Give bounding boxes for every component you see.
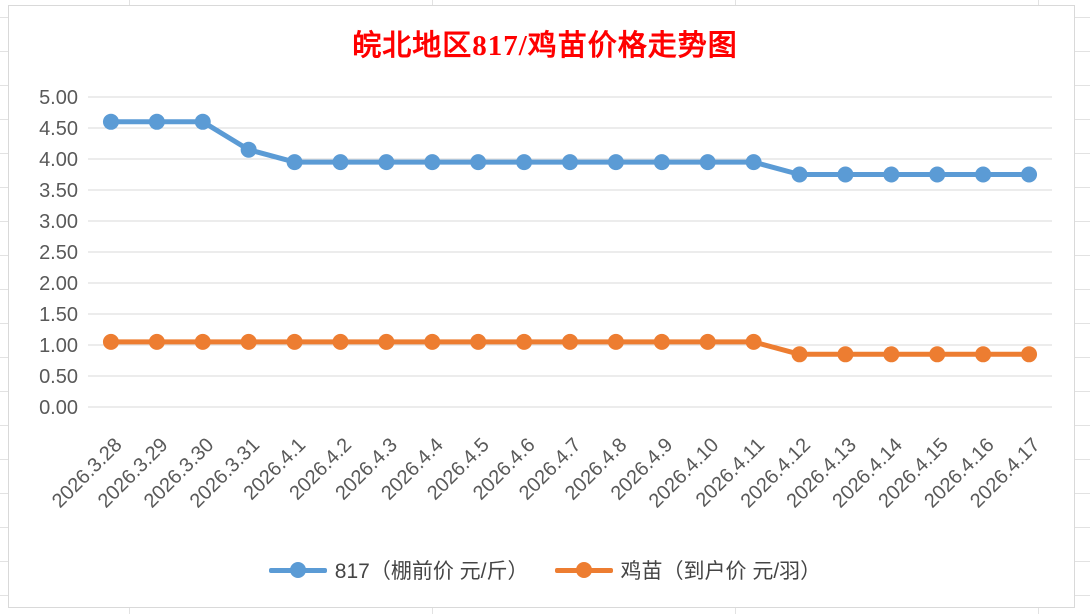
legend-marker-817-icon — [268, 561, 327, 579]
data-point[interactable] — [745, 333, 762, 350]
legend-marker-jimiao-icon — [554, 561, 613, 579]
data-point[interactable] — [378, 333, 395, 350]
data-point[interactable] — [745, 154, 762, 171]
legend-item-817[interactable]: 817（棚前价 元/斤） — [268, 555, 529, 585]
data-point[interactable] — [240, 333, 257, 350]
data-point[interactable] — [562, 154, 578, 171]
data-point[interactable] — [148, 113, 165, 130]
data-point[interactable] — [883, 166, 900, 183]
data-point[interactable] — [791, 346, 808, 363]
data-point[interactable] — [837, 166, 854, 183]
data-point[interactable] — [470, 154, 487, 171]
data-point[interactable] — [699, 154, 716, 171]
data-point[interactable] — [607, 154, 624, 171]
y-tick-label: 2.00 — [39, 273, 78, 295]
data-point[interactable] — [975, 166, 992, 183]
data-point[interactable] — [240, 141, 257, 158]
legend-label-jimiao: 鸡苗（到户价 元/羽） — [620, 560, 822, 583]
legend-label-817: 817（棚前价 元/斤） — [334, 560, 529, 583]
data-point[interactable] — [929, 166, 946, 183]
data-point[interactable] — [929, 346, 946, 363]
data-point[interactable] — [286, 154, 303, 171]
data-point[interactable] — [194, 333, 211, 350]
y-tick-label: 1.00 — [39, 335, 78, 357]
y-tick-label: 1.50 — [39, 304, 78, 326]
y-tick-label: 3.00 — [39, 211, 78, 233]
data-point[interactable] — [516, 333, 533, 350]
data-point[interactable] — [332, 154, 349, 171]
data-point[interactable] — [837, 346, 854, 363]
legend: 817（棚前价 元/斤） 鸡苗（到户价 元/羽） — [0, 553, 1090, 587]
data-point[interactable] — [286, 333, 303, 350]
data-point[interactable] — [1021, 166, 1038, 183]
data-point[interactable] — [516, 154, 533, 171]
data-point[interactable] — [607, 333, 624, 350]
y-tick-label: 4.50 — [39, 118, 78, 140]
data-point[interactable] — [332, 333, 349, 350]
data-point[interactable] — [102, 333, 119, 350]
data-point[interactable] — [653, 154, 670, 171]
data-point[interactable] — [102, 113, 119, 130]
chart-title: 皖北地区817/鸡苗价格走势图 — [352, 30, 738, 62]
data-point[interactable] — [562, 333, 578, 350]
data-point[interactable] — [424, 154, 441, 171]
data-point[interactable] — [148, 333, 165, 350]
data-point[interactable] — [791, 166, 808, 183]
data-point[interactable] — [470, 333, 487, 350]
y-tick-label: 0.00 — [39, 397, 78, 419]
y-tick-label: 5.00 — [39, 87, 78, 109]
data-point[interactable] — [378, 154, 395, 171]
data-point[interactable] — [975, 346, 992, 363]
data-point[interactable] — [883, 346, 900, 363]
y-tick-label: 4.00 — [39, 149, 78, 171]
chart-object[interactable] — [8, 5, 1075, 608]
legend-item-jimiao[interactable]: 鸡苗（到户价 元/羽） — [554, 555, 822, 585]
data-point[interactable] — [1021, 346, 1038, 363]
data-point[interactable] — [194, 113, 211, 130]
data-point[interactable] — [424, 333, 441, 350]
data-point[interactable] — [699, 333, 716, 350]
y-tick-label: 2.50 — [39, 242, 78, 264]
y-tick-label: 3.50 — [39, 180, 78, 202]
y-tick-label: 0.50 — [39, 366, 78, 388]
data-point[interactable] — [653, 333, 670, 350]
